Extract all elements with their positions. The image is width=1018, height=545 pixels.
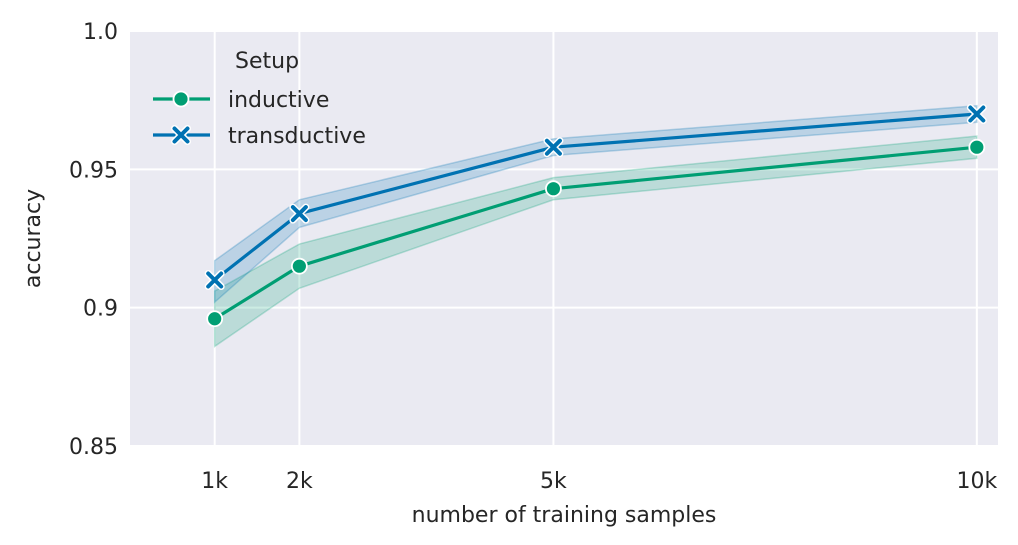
legend: Setup inductive transductive (153, 49, 366, 149)
legend-title: Setup (235, 49, 299, 74)
x-tick-label: 1k (201, 469, 228, 494)
transductive-point (289, 203, 310, 224)
inductive-point (290, 257, 308, 275)
marker-cross (290, 205, 308, 223)
inductive-point (206, 310, 224, 328)
inductive-point (968, 138, 986, 156)
plot-background (130, 31, 998, 446)
series-lines (213, 112, 977, 321)
y-tick-label: 1.0 (83, 20, 118, 45)
y-tick-label: 0.95 (69, 158, 118, 183)
x-axis-label: number of training samples (412, 503, 717, 528)
y-tick-label: 0.85 (69, 435, 118, 460)
series-markers (204, 104, 987, 328)
x-tick-label: 10k (956, 469, 997, 494)
legend-marker-inductive (172, 90, 190, 108)
x-tick-label: 2k (286, 469, 313, 494)
x-tick-label: 5k (540, 469, 567, 494)
transductive-point (543, 137, 564, 158)
marker-cross (206, 271, 224, 289)
transductive-point (204, 270, 225, 290)
marker-cross (544, 138, 562, 156)
transductive-point (966, 104, 987, 124)
transductive-line (213, 112, 977, 282)
legend-label-transductive: transductive (228, 124, 366, 149)
y-axis-label: accuracy (21, 189, 46, 288)
legend-label-inductive: inductive (228, 88, 329, 113)
inductive-point (545, 180, 562, 198)
inductive-line (213, 145, 977, 321)
grid-lines (130, 30, 998, 447)
marker-cross (968, 105, 986, 123)
y-tick-label: 0.9 (83, 297, 118, 322)
y-axis-ticks: 0.85 0.9 0.95 1.0 (69, 20, 118, 460)
x-axis-ticks: 1k 2k 5k 10k (201, 469, 997, 494)
marker-cross (172, 126, 190, 144)
legend-marker-transductive (171, 125, 191, 145)
inductive-confidence-band (213, 135, 978, 348)
